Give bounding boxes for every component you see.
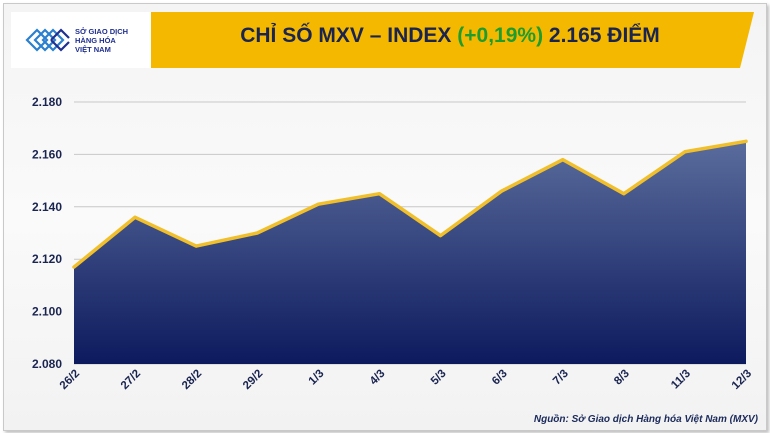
data-point bbox=[255, 231, 259, 235]
chart-title: CHỈ SỐ MXV – INDEX (+0,19%) 2.165 ĐIỂM bbox=[160, 24, 740, 48]
logo-line-2: HÀNG HÓA bbox=[75, 36, 116, 45]
data-point bbox=[500, 189, 504, 193]
x-tick-label: 8/3 bbox=[612, 368, 632, 388]
title-prefix: CHỈ SỐ MXV – INDEX bbox=[240, 24, 452, 47]
data-point bbox=[439, 234, 443, 238]
y-tick-label: 2.080 bbox=[32, 357, 62, 371]
y-tick-label: 2.100 bbox=[32, 305, 62, 319]
data-point bbox=[194, 244, 198, 248]
x-tick-label: 1/3 bbox=[307, 368, 327, 388]
x-tick-label: 7/3 bbox=[551, 368, 571, 388]
x-tick-label: 5/3 bbox=[429, 368, 449, 388]
data-point bbox=[744, 139, 748, 143]
x-tick-label: 27/2 bbox=[119, 368, 143, 392]
x-tick-label: 11/3 bbox=[669, 368, 693, 392]
x-tick-label: 12/3 bbox=[730, 368, 754, 392]
x-tick-label: 26/2 bbox=[58, 368, 82, 392]
logo: SỞ GIAO DỊCH HÀNG HÓA VIỆT NAM bbox=[11, 12, 151, 68]
x-tick-label: 29/2 bbox=[241, 368, 265, 392]
x-tick-label: 28/2 bbox=[180, 368, 204, 392]
data-point bbox=[561, 158, 565, 162]
mxv-logo-icon bbox=[25, 28, 70, 52]
x-tick-label: 6/3 bbox=[490, 368, 510, 388]
y-tick-label: 2.120 bbox=[32, 252, 62, 266]
title-change: (+0,19%) bbox=[457, 24, 544, 47]
y-tick-label: 2.140 bbox=[32, 200, 62, 214]
data-point bbox=[683, 150, 687, 154]
title-banner bbox=[134, 12, 754, 68]
y-tick-label: 2.180 bbox=[32, 95, 62, 109]
logo-line-1: SỞ GIAO DỊCH bbox=[75, 27, 129, 36]
logo-line-3: VIỆT NAM bbox=[75, 45, 111, 54]
logo-text: SỞ GIAO DỊCH HÀNG HÓA VIỆT NAM bbox=[75, 27, 153, 54]
y-tick-label: 2.160 bbox=[32, 147, 62, 161]
data-point bbox=[622, 192, 626, 196]
data-point bbox=[316, 202, 320, 206]
series-line bbox=[72, 139, 748, 269]
title-value: 2.165 ĐIỂM bbox=[548, 24, 660, 47]
data-point bbox=[133, 215, 137, 219]
series-area bbox=[74, 141, 746, 364]
source-note: Nguồn: Sở Giao dịch Hàng hóa Việt Nam (M… bbox=[533, 414, 758, 425]
data-point bbox=[377, 192, 381, 196]
data-point bbox=[72, 265, 76, 269]
x-tick-label: 4/3 bbox=[368, 368, 388, 388]
